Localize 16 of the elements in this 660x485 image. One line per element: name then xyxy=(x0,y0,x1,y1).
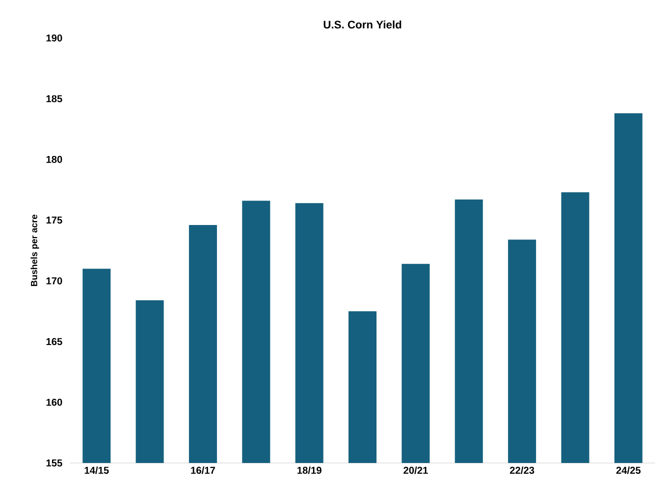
y-tick-label: 185 xyxy=(46,95,62,102)
chart-title: U.S. Corn Yield xyxy=(324,20,402,29)
x-tick-label: 14/15 xyxy=(84,466,109,474)
y-tick-label: 155 xyxy=(46,460,62,466)
y-tick-label: 170 xyxy=(46,277,62,284)
y-tick-label: 190 xyxy=(46,34,62,42)
x-tick-label: 24/25 xyxy=(616,466,641,474)
y-tick-label: 165 xyxy=(46,338,62,346)
y-tick-label: 180 xyxy=(46,156,62,163)
y-axis-title: Bushels per acre xyxy=(30,214,40,286)
x-tick-label: 22/23 xyxy=(510,466,534,474)
x-tick-label: 20/21 xyxy=(404,466,428,474)
y-tick-label: 160 xyxy=(46,398,62,406)
x-tick-label: 18/19 xyxy=(297,466,322,474)
x-tick-label: 16/17 xyxy=(191,466,215,474)
y-tick-label: 175 xyxy=(46,216,62,224)
